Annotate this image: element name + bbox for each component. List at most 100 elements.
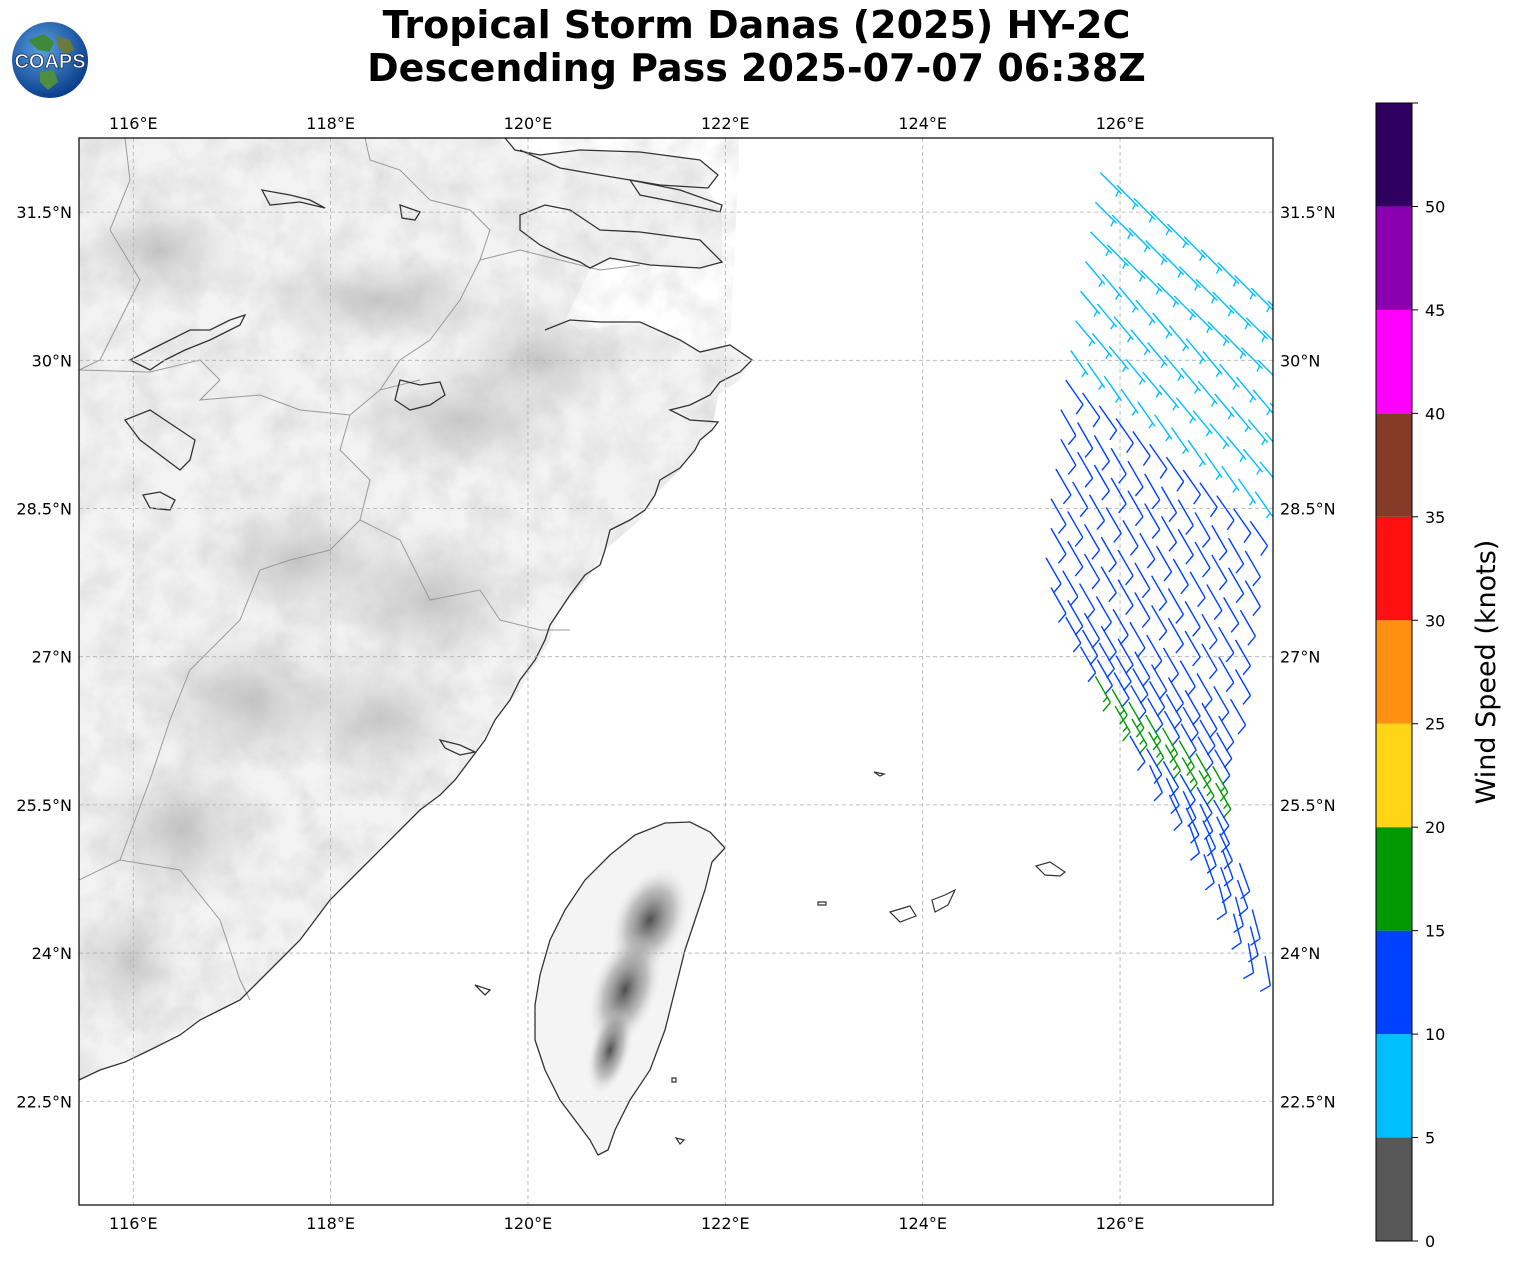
wind-barb <box>1178 265 1201 291</box>
wind-barb <box>1134 592 1151 628</box>
lon-tick-label: 124°E <box>898 1214 947 1233</box>
wind-barb <box>1144 473 1161 510</box>
colorbar-tick-label: 45 <box>1425 301 1445 320</box>
wind-barb <box>1165 693 1183 730</box>
wind-barb <box>1140 269 1163 295</box>
wind-barb <box>1232 508 1252 544</box>
wind-barb <box>1167 677 1185 713</box>
wind-barb <box>1231 406 1252 433</box>
wind-barb <box>1177 528 1194 565</box>
wind-barb <box>1216 732 1233 769</box>
lon-tick-label: 122°E <box>701 114 750 133</box>
wind-barb <box>1235 376 1257 403</box>
lon-tick-label: 124°E <box>898 114 947 133</box>
wind-barb <box>1077 422 1094 458</box>
coastlines <box>79 138 754 1081</box>
lon-tick-label: 116°E <box>109 114 158 133</box>
wind-barb <box>1083 523 1101 560</box>
wind-barb <box>1103 375 1123 403</box>
wind-barb <box>1117 638 1134 675</box>
colorbar: 0 5 10 15 20 25 30 35 40 45 50 <box>1375 102 1445 1251</box>
colorbar-tick-label: 20 <box>1425 818 1445 837</box>
wind-barb <box>1201 613 1218 650</box>
wind-barb <box>1149 681 1166 717</box>
colorbar-tick-label: 40 <box>1425 404 1445 423</box>
wind-barb <box>1234 669 1252 705</box>
wind-barb <box>1163 354 1185 382</box>
wind-barb <box>1177 499 1194 535</box>
wind-barb <box>1175 397 1197 424</box>
colorbar-bin <box>1376 1137 1412 1241</box>
wind-barb <box>1150 210 1173 236</box>
lat-tick-label: 27°N <box>1280 648 1320 667</box>
wind-barb <box>1160 486 1178 523</box>
wind-barb <box>1113 672 1130 708</box>
wind-barb <box>1224 334 1247 359</box>
wind-barb <box>1194 512 1211 548</box>
wind-barb <box>1257 359 1273 377</box>
wind-barb <box>1122 519 1139 556</box>
wind-barb <box>1134 562 1151 599</box>
wind-barb <box>1142 371 1163 398</box>
wind-barb <box>1098 642 1115 679</box>
wind-barb <box>1157 282 1180 308</box>
wind-barb <box>1148 731 1165 768</box>
wind-barb <box>1218 715 1235 752</box>
lat-tick-label: 22.5°N <box>16 1092 72 1111</box>
lon-tick-label: 126°E <box>1096 114 1145 133</box>
wind-barb <box>1081 392 1101 428</box>
wind-barb <box>1147 697 1164 734</box>
wind-barb <box>1237 478 1257 506</box>
wind-barb <box>1111 214 1134 240</box>
wind-barb <box>1212 291 1235 317</box>
wind-barb <box>1201 643 1218 680</box>
wind-barb <box>1162 761 1180 797</box>
wind-barb <box>1094 676 1111 712</box>
wind-barb <box>1123 257 1146 282</box>
wind-barb <box>1240 346 1264 372</box>
wind-barb <box>1131 718 1148 755</box>
wind-barb <box>1055 468 1072 505</box>
wind-barb <box>1249 520 1269 556</box>
wind-barb <box>1101 273 1123 301</box>
wind-barb <box>1145 240 1168 266</box>
wind-barb <box>1201 702 1218 739</box>
wind-barb <box>1115 418 1134 454</box>
colorbar-bin <box>1376 620 1412 724</box>
wind-barb <box>1127 490 1144 527</box>
wind-barb <box>1100 566 1117 603</box>
wind-barb <box>1213 799 1230 836</box>
wind-barb <box>1209 423 1230 450</box>
wind-barb <box>1219 363 1240 390</box>
lat-tick-label: 30°N <box>32 351 72 370</box>
wind-barb <box>1080 290 1101 317</box>
wind-barb <box>1184 630 1201 667</box>
wind-barb <box>1151 575 1168 612</box>
wind-barb <box>1179 660 1196 697</box>
wind-barb <box>1067 600 1084 636</box>
wind-barb <box>1067 540 1084 577</box>
wind-barb <box>1050 498 1067 535</box>
lon-tick-label: 118°E <box>306 1214 355 1233</box>
wind-barb <box>1181 757 1198 793</box>
wind-barb <box>1234 639 1252 676</box>
colorbar-bin <box>1376 827 1412 931</box>
title-line-1: Tropical Storm Danas (2025) HY-2C <box>382 3 1131 47</box>
wind-barb <box>1100 625 1117 662</box>
wind-barb <box>1084 261 1106 288</box>
map-layer <box>79 138 1296 1205</box>
wind-barb <box>1078 583 1096 619</box>
wind-barb <box>1117 549 1134 586</box>
lon-labels-top: 116°E 118°E 120°E 122°E 124°E 126°E <box>109 114 1144 133</box>
wind-barb <box>1081 629 1099 666</box>
wind-barb <box>1197 736 1214 773</box>
wind-barb <box>1199 482 1218 518</box>
wind-barb <box>1118 286 1139 313</box>
lon-tick-label: 120°E <box>504 1214 553 1233</box>
wind-barb <box>1275 373 1296 397</box>
wind-barb <box>1132 431 1151 466</box>
wind-barb <box>1151 604 1168 641</box>
wind-barb <box>1247 419 1269 446</box>
wind-barb <box>1267 300 1273 307</box>
colorbar-bin <box>1376 309 1412 414</box>
